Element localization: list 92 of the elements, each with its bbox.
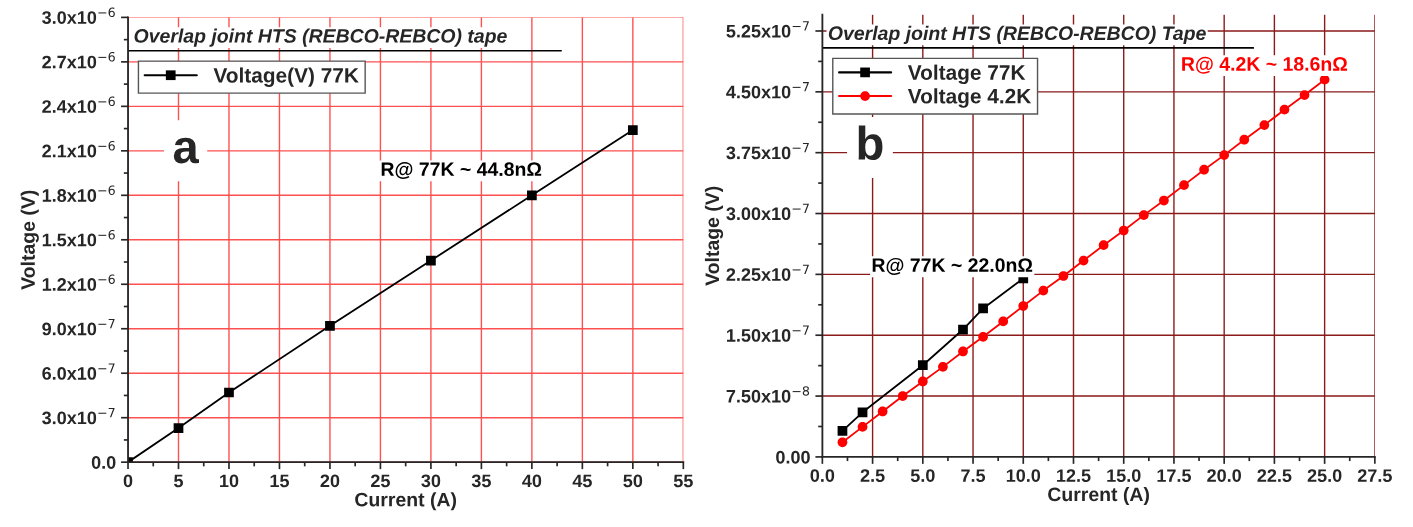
annotation: R@ 77K ~ 22.0nΩ xyxy=(872,258,1033,275)
y-tick-label: 1.50x10$^{−7}$ xyxy=(727,325,809,342)
y-tick-label: 4.50x10$^{−7}$ xyxy=(726,82,809,99)
y-tick-label: 3.75x10$^{−7}$ xyxy=(726,142,809,160)
x-tick-label: 20 xyxy=(320,474,340,488)
y-tick-label: 2.25x10$^{−7}$ xyxy=(726,264,809,281)
x-tick-label: 10.0 xyxy=(1006,469,1041,482)
y-tick-label: 5.25x10$^{−7}$ xyxy=(726,21,809,38)
x-tick-label: 5.0 xyxy=(910,469,935,482)
y-tick-label: 3.0x10$^{−6}$ xyxy=(42,7,115,24)
x-tick-label: 27.5 xyxy=(1357,469,1392,482)
point xyxy=(627,125,638,135)
point xyxy=(1239,134,1250,145)
point xyxy=(426,255,436,266)
legend-label: Voltage 77K xyxy=(907,64,1026,85)
x-tick-label: 15.0 xyxy=(1107,469,1141,482)
annotation: a xyxy=(173,137,200,164)
y-tick-label: 1.2x10$^{−6}$ xyxy=(42,274,115,291)
point xyxy=(897,391,908,401)
point xyxy=(958,324,968,335)
point xyxy=(978,331,988,342)
x-axis-title: Current (A) xyxy=(1048,486,1149,506)
text: Overlap joint HTS (REBCO-REBCO) tape xyxy=(134,28,507,47)
point xyxy=(1038,285,1049,296)
x-tick-label: 30 xyxy=(421,474,441,488)
point xyxy=(1279,104,1290,115)
point xyxy=(1299,90,1310,100)
annotation: b xyxy=(858,125,883,161)
point xyxy=(917,376,928,387)
x-tick-label: 55 xyxy=(673,474,693,488)
y-tick-label: 3.00x10$^{−7}$ xyxy=(726,203,809,221)
x-tick-label: 50 xyxy=(623,474,643,488)
point xyxy=(1098,240,1109,251)
legend-label: Voltage(V) 77K xyxy=(213,67,359,87)
point xyxy=(857,422,868,432)
point xyxy=(173,423,184,433)
x-tick-label: 2.5 xyxy=(860,469,885,482)
x-tick-label: 25 xyxy=(371,474,390,488)
y-tick-label: 3.0x10$^{−7}$ xyxy=(42,407,115,425)
x-tick-label: 7.5 xyxy=(961,469,986,482)
point xyxy=(224,387,234,398)
y-tick-label: 2.1x10$^{−6}$ xyxy=(42,140,115,158)
x-tick-label: 45 xyxy=(572,474,592,488)
point xyxy=(1138,210,1149,221)
point xyxy=(837,426,848,436)
point xyxy=(1058,271,1069,281)
y-tick-label: 6.0x10$^{−7}$ xyxy=(42,363,115,380)
point xyxy=(837,437,848,448)
y-axis-title: Voltage (V) xyxy=(704,186,724,286)
point xyxy=(857,407,868,418)
x-tick-label: 15 xyxy=(270,474,290,488)
point xyxy=(998,316,1009,327)
x-tick-label: 12.5 xyxy=(1057,469,1091,482)
point xyxy=(877,406,888,417)
x-tick-label: 0 xyxy=(123,474,133,488)
legend-label: Voltage 4.2K xyxy=(907,88,1032,108)
point xyxy=(1018,301,1029,311)
y-tick-label: 2.4x10$^{−6}$ xyxy=(42,96,115,113)
text: Overlap joint HTS (REBCO-REBCO) Tape xyxy=(828,25,1206,44)
point xyxy=(958,346,968,357)
y-tick-label: 9.0x10$^{−7}$ xyxy=(42,319,115,336)
point xyxy=(1159,195,1169,206)
y-tick-label: 0.00 xyxy=(776,450,810,464)
x-tick-label: 5 xyxy=(174,474,184,488)
x-tick-label: 40 xyxy=(522,474,542,488)
annotation: R@ 4.2K ~ 18.6nΩ xyxy=(1182,56,1348,74)
y-tick-label: 1.8x10$^{−6}$ xyxy=(42,185,115,202)
point xyxy=(527,190,537,201)
x-tick-label: 0.0 xyxy=(810,469,835,482)
point xyxy=(978,303,988,314)
y-axis-title: Voltage (V) xyxy=(20,190,39,290)
x-tick-label: 17.5 xyxy=(1157,469,1192,482)
x-tick-label: 20.0 xyxy=(1207,469,1241,482)
x-tick-label: 35 xyxy=(471,474,491,488)
y-tick-label: 7.50x10$^{−8}$ xyxy=(726,386,810,403)
y-tick-label: 0.0 xyxy=(91,456,116,469)
x-tick-label: 25.0 xyxy=(1307,469,1342,482)
point xyxy=(1078,255,1089,266)
x-tick-label: 22.5 xyxy=(1257,469,1292,482)
point xyxy=(1179,180,1189,190)
point xyxy=(325,320,335,331)
point xyxy=(1259,120,1270,130)
x-axis-title: Current (A) xyxy=(355,492,457,511)
point xyxy=(1118,225,1129,236)
point xyxy=(1219,150,1230,160)
y-tick-label: 1.5x10$^{−6}$ xyxy=(42,229,115,247)
x-tick-label: 10 xyxy=(220,474,239,488)
annotation: R@ 77K ~ 44.8nΩ xyxy=(381,162,542,179)
point xyxy=(917,360,928,371)
point xyxy=(938,361,948,372)
y-tick-label: 2.7x10$^{−6}$ xyxy=(42,51,115,69)
point xyxy=(1199,164,1209,175)
